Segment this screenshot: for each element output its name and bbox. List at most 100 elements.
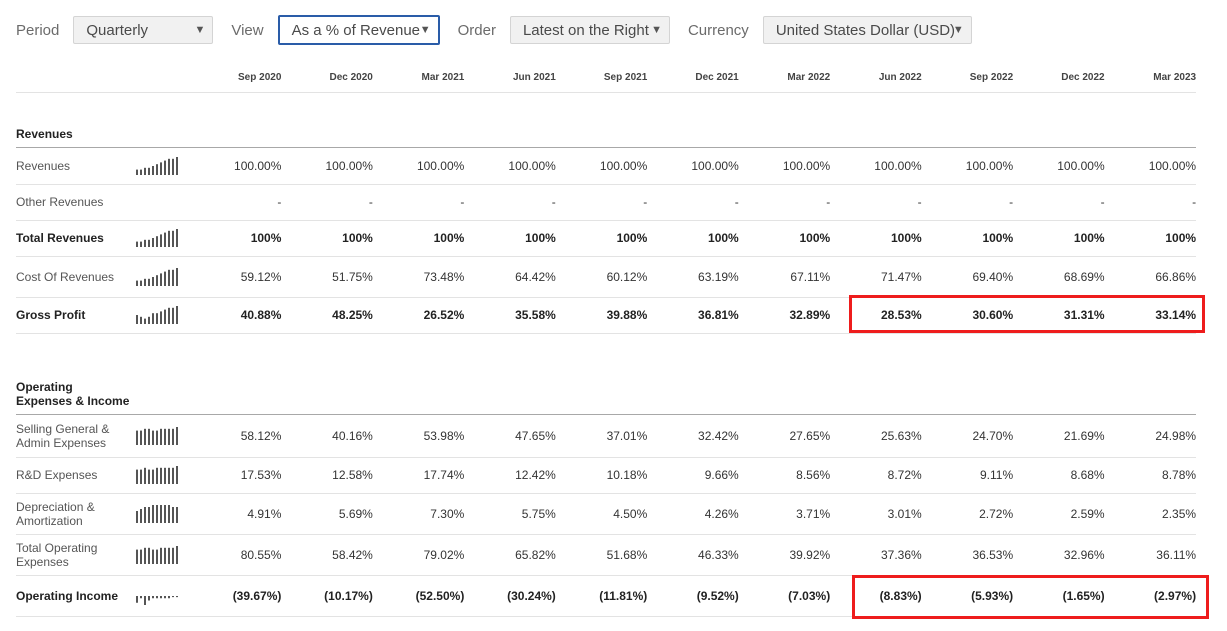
sparkline-bar <box>167 504 170 523</box>
sparkline-chart <box>135 229 178 247</box>
column-header[interactable]: Sep 2022 <box>969 71 1014 83</box>
column-header[interactable]: Mar 2021 <box>421 71 465 83</box>
table-cell: 47.65% <box>515 429 556 443</box>
table-cell: 33.14% <box>1155 308 1197 322</box>
table-cell: - <box>277 195 282 209</box>
table-cell: - <box>1192 195 1197 209</box>
header-spark-spacer <box>132 66 190 88</box>
sparkline-bar <box>163 547 166 564</box>
row-label: Total Revenues <box>16 231 104 245</box>
sparkline-bar <box>155 595 158 598</box>
table-cell: 69.40% <box>972 269 1014 284</box>
column-header[interactable]: Dec 2021 <box>695 71 739 83</box>
table-cell: 100.00% <box>599 159 648 173</box>
sparkline-bar <box>159 234 162 247</box>
table-cell: 65.82% <box>515 547 556 562</box>
table-cell: (1.65%) <box>1062 588 1105 603</box>
sparkline-bar <box>159 504 162 523</box>
sparkline-bar <box>175 595 178 597</box>
sparkline-bar <box>139 508 142 523</box>
table-cell: (5.93%) <box>971 588 1014 603</box>
table-cell: 100.00% <box>691 159 739 173</box>
sparkline-bar <box>135 315 138 324</box>
column-header[interactable]: Mar 2022 <box>787 71 831 83</box>
table-cell: - <box>460 195 465 209</box>
table-cell: 100.00% <box>325 159 373 173</box>
period-select[interactable]: Quarterly ▼ <box>73 16 214 44</box>
sparkline-bar <box>163 271 166 286</box>
table-cell: 12.58% <box>332 468 373 482</box>
table-cell: (52.50%) <box>415 588 465 603</box>
order-select[interactable]: Latest on the Right ▼ <box>509 16 670 44</box>
column-header[interactable]: Jun 2021 <box>512 71 556 83</box>
table-cell: 100.00% <box>416 159 465 173</box>
sparkline-bar <box>147 428 150 445</box>
table-cell: 37.36% <box>880 547 922 562</box>
sparkline-bar <box>139 169 142 175</box>
sparkline-bar <box>147 278 150 286</box>
sparkline-bar <box>163 160 166 175</box>
row-label: Gross Profit <box>16 308 86 322</box>
sparkline-bar <box>159 428 162 445</box>
section-revenues: Revenues <box>16 118 1196 148</box>
sparkline-bar <box>143 167 146 175</box>
sparkline-bar <box>135 510 138 523</box>
column-header[interactable]: Dec 2020 <box>329 71 373 83</box>
row-label: R&D Expenses <box>16 468 98 482</box>
view-select[interactable]: As a % of Revenue ▼ <box>277 15 440 45</box>
sparkline-bar <box>175 229 178 247</box>
sparkline <box>132 585 190 607</box>
table-cell: 48.25% <box>332 308 373 322</box>
table-row-cost-of-revenues: Cost Of Revenues 59.12% 51.75% 73.48% 64.42%… <box>16 256 1196 298</box>
column-header[interactable]: Mar 2023 <box>1153 71 1197 83</box>
table-cell: 100.00% <box>1148 159 1197 173</box>
table-cell: 12.42% <box>515 468 556 482</box>
column-header[interactable]: Sep 2020 <box>238 71 282 83</box>
table-cell: 7.30% <box>430 506 465 521</box>
sparkline-bar <box>155 430 158 445</box>
sparkline-bar <box>151 430 154 445</box>
table-cell: 40.88% <box>240 308 282 322</box>
sparkline <box>132 155 190 177</box>
table-cell: 100% <box>890 231 922 245</box>
table-cell: 3.71% <box>796 506 831 521</box>
chevron-down-icon: ▼ <box>952 24 964 36</box>
table-cell: 25.63% <box>880 429 922 443</box>
table-cell: (8.83%) <box>879 588 922 603</box>
table-cell: 100% <box>342 231 373 245</box>
order-value: Latest on the Right <box>522 21 649 39</box>
table-cell: 79.02% <box>423 547 465 562</box>
table-row-gross-profit: Gross Profit 40.88% 48.25% 26.52% 35.58% 39.8… <box>16 297 1196 334</box>
table-cell: - <box>917 195 922 209</box>
sparkline-bar <box>135 595 138 603</box>
sparkline-bar <box>163 428 166 445</box>
chevron-down-icon: ▼ <box>651 24 662 36</box>
sparkline-bar <box>135 169 138 175</box>
sparkline <box>132 304 190 326</box>
sparkline-bar <box>163 232 166 247</box>
column-header[interactable]: Dec 2022 <box>1061 71 1105 83</box>
sparkline-bar <box>159 467 162 484</box>
column-header[interactable]: Sep 2021 <box>603 71 648 83</box>
table-cell: 9.11% <box>980 468 1014 482</box>
sparkline-bar <box>139 549 142 564</box>
table-row-total-revenues: Total Revenues 100% 100% 100% 100% 100% 100% 10… <box>16 220 1196 257</box>
sparkline-bar <box>143 318 146 324</box>
table-cell: (2.97%) <box>1154 588 1197 603</box>
table-row-selling-general-and-admin-expenses: Selling General & Admin Expenses 58.12% 40… <box>16 415 1196 458</box>
table-cell: 100% <box>525 231 556 245</box>
column-header[interactable]: Jun 2022 <box>878 71 922 83</box>
sparkline-bar <box>147 316 150 324</box>
sparkline-chart <box>135 427 178 445</box>
currency-select[interactable]: United States Dollar (USD) ▼ <box>762 16 972 44</box>
sparkline-bar <box>163 467 166 484</box>
table-cell: (10.17%) <box>324 588 373 603</box>
sparkline-bar <box>159 311 162 324</box>
sparkline-bar <box>155 274 158 286</box>
sparkline-bar <box>167 230 170 247</box>
table-cell: 32.96% <box>1063 547 1105 562</box>
table-row-depreciation-and-amortization: Depreciation & Amortization 4.91% 5.69% 7.3… <box>16 493 1196 535</box>
sparkline-bar <box>175 306 178 324</box>
table-cell: (11.81%) <box>599 588 648 603</box>
table-cell: 2.72% <box>979 506 1014 521</box>
